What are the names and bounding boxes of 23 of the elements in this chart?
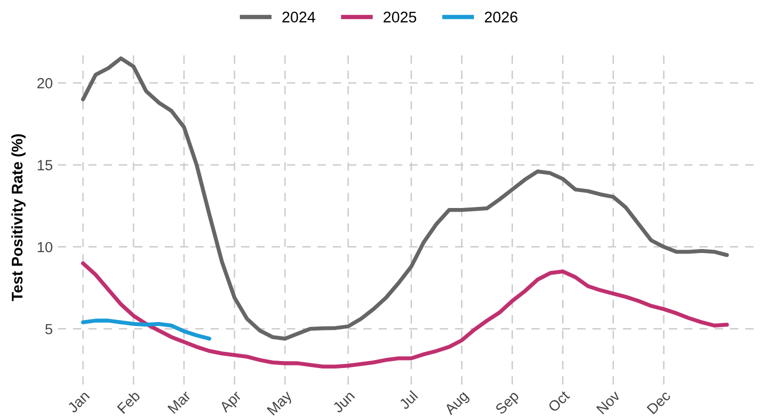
line-series [81,318,212,341]
x-tick-label: Aug [444,390,471,418]
y-tick-label: 20 [37,78,52,88]
x-tick-label: Jan [66,390,90,414]
legend-label: 2026 [484,12,518,22]
x-tick-label: Jul [398,390,418,410]
y-tick-label: 5 [45,324,52,334]
x-tick-label: Oct [547,390,570,413]
y-axis-title: Test Positivity Rate (%) [11,134,26,302]
line-series [81,261,729,368]
legend-label: 2024 [282,12,316,22]
x-tick-label: May [266,390,295,418]
x-tick-label: Jun [332,390,356,414]
x-tick-label: Feb [116,390,141,414]
x-tick-label: Sep [494,390,522,417]
x-tick-label: Apr [218,390,244,416]
y-tick-label: 15 [38,160,52,170]
legend-label: 2025 [384,12,416,22]
y-tick-label: 10 [38,242,52,252]
x-tick-label: Dec [646,390,672,414]
x-tick-label: Nov [596,390,621,414]
x-tick-label: Mar [167,390,192,414]
line-series [81,56,729,341]
